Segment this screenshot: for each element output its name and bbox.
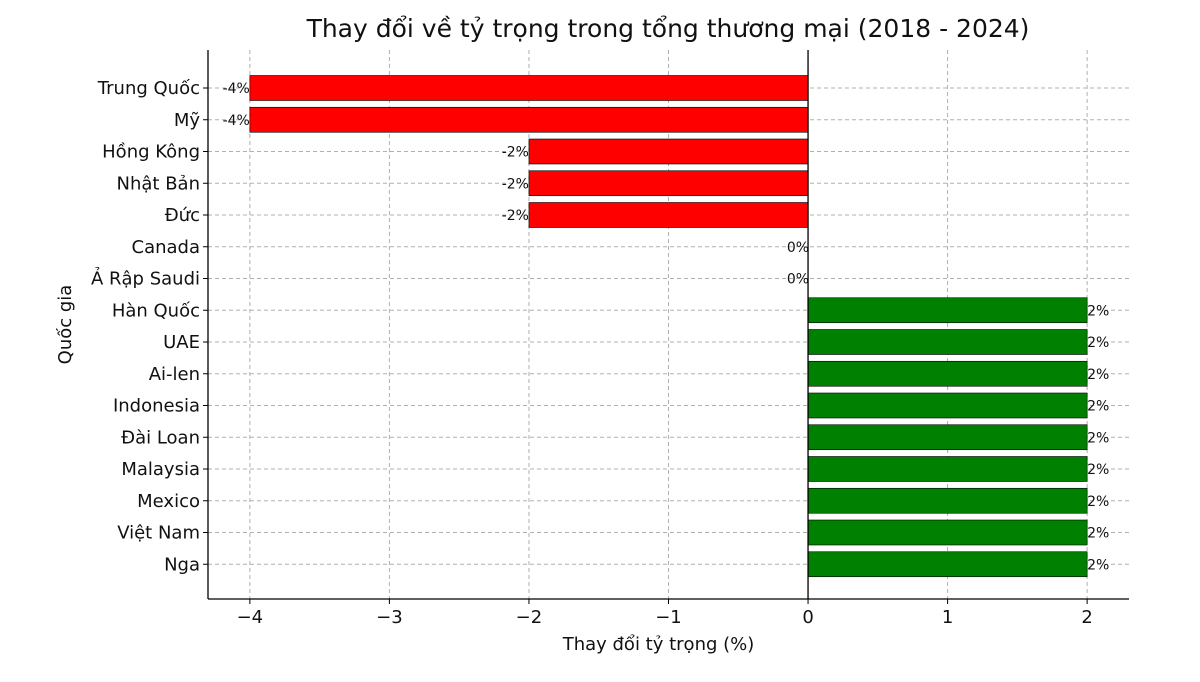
y-tick-label: Trung Quốc <box>97 78 200 99</box>
axes <box>207 50 1129 600</box>
y-tick-label: Hồng Kông <box>102 142 200 163</box>
bar <box>249 106 809 133</box>
x-axis-label: Thay đổi tỷ trọng (%) <box>562 634 755 655</box>
bar <box>528 170 809 197</box>
bar <box>807 456 1088 482</box>
bar <box>528 202 809 228</box>
bar <box>807 424 1088 451</box>
data-labels: -4% -4% -2% -2% -2% 0% 0% 2% 2% 2% 2% 2% 2% 2% 2% 2% <box>223 81 1110 573</box>
x-tick-label: 2 <box>1081 607 1092 628</box>
bar <box>807 551 1088 578</box>
bar <box>807 329 1088 355</box>
data-label: -2% <box>502 176 529 192</box>
data-label: 2% <box>1087 430 1109 446</box>
bar <box>807 519 1088 546</box>
data-label: -2% <box>502 145 529 161</box>
bars <box>249 75 1088 578</box>
y-tick-labels: Trung Quốc Mỹ Hồng Kông Nhật Bản Đức Canada Ả … <box>91 78 208 575</box>
data-label: 2% <box>1087 557 1109 573</box>
x-tick-label: −1 <box>655 607 682 628</box>
data-label: 2% <box>1087 335 1109 351</box>
bar <box>807 297 1088 324</box>
y-tick-label: Việt Nam <box>117 523 200 544</box>
data-label: 2% <box>1087 399 1109 415</box>
data-label: 2% <box>1087 494 1109 510</box>
bar <box>807 360 1088 387</box>
y-tick-label: Indonesia <box>113 396 200 417</box>
y-tick-label: Hàn Quốc <box>112 300 200 321</box>
y-tick-label: Mỹ <box>174 110 201 131</box>
data-label: -4% <box>223 113 250 129</box>
y-tick-label: Đức <box>165 205 200 226</box>
bar <box>528 138 809 165</box>
data-label: 2% <box>1087 303 1109 319</box>
y-tick-label: Malaysia <box>121 459 200 480</box>
y-tick-label: Mexico <box>137 491 200 512</box>
x-tick-label: −3 <box>376 607 403 628</box>
x-tick-label: 0 <box>802 607 813 628</box>
y-tick-label: Ả Rập Saudi <box>91 267 200 290</box>
y-axis-label: Quốc gia <box>55 285 76 365</box>
bar <box>249 75 809 101</box>
data-label: -4% <box>223 81 250 97</box>
data-label: 2% <box>1087 526 1109 542</box>
x-tick-labels: −4 −3 −2 −1 0 1 2 <box>237 599 1093 628</box>
data-label: 0% <box>787 272 809 288</box>
data-label: 2% <box>1087 462 1109 478</box>
data-label: 0% <box>787 240 809 256</box>
y-tick-label: Đài Loan <box>121 427 200 448</box>
y-tick-label: Nga <box>164 554 200 575</box>
bar <box>807 392 1088 419</box>
x-tick-label: −4 <box>237 607 264 628</box>
y-tick-label: UAE <box>163 332 200 353</box>
y-tick-label: Ai-len <box>149 364 200 385</box>
data-label: -2% <box>502 208 529 224</box>
chart-title: Thay đổi về tỷ trọng trong tổng thương m… <box>306 14 1030 43</box>
x-tick-label: −2 <box>516 607 543 628</box>
x-tick-label: 1 <box>942 607 953 628</box>
y-tick-label: Nhật Bản <box>117 173 200 194</box>
data-label: 2% <box>1087 367 1109 383</box>
bar <box>807 487 1088 514</box>
y-tick-label: Canada <box>132 237 201 258</box>
